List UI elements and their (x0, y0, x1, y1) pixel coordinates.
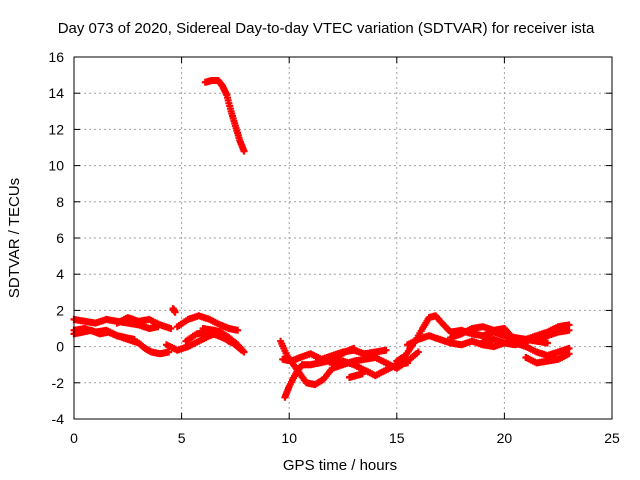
series-sat-q (447, 323, 515, 342)
x-tick-label: 20 (497, 430, 513, 446)
y-tick-label: -4 (52, 411, 65, 427)
series-sat-g (173, 312, 242, 334)
data-point (167, 325, 175, 332)
y-tick-label: -2 (52, 375, 65, 391)
data-point (238, 346, 246, 354)
data-point (404, 359, 412, 367)
data-point (382, 346, 390, 354)
y-tick-label: 16 (48, 49, 64, 65)
x-tick-label: 10 (281, 430, 297, 446)
y-tick-label: 6 (56, 230, 64, 246)
series-sat-n (346, 370, 366, 381)
data-point (171, 308, 179, 316)
y-tick-label: 8 (56, 194, 64, 210)
y-tick-label: 10 (48, 158, 64, 174)
series-sat-d (113, 314, 175, 332)
axis-ticks: 0 5 10 15 20 25 -4 -2 0 2 4 6 8 10 12 14 16 (48, 49, 620, 446)
y-tick-label: 0 (56, 339, 64, 355)
y-tick-label: 12 (48, 121, 64, 137)
x-tick-label: 25 (604, 430, 620, 446)
x-tick-label: 15 (389, 430, 405, 446)
series-sat-m (328, 357, 412, 380)
series-sat-high (201, 77, 248, 155)
series-sat-t (522, 350, 573, 367)
y-tick-label: 2 (56, 302, 64, 318)
series-sat-e (169, 305, 179, 316)
y-tick-label: 4 (56, 266, 64, 282)
x-axis-label: GPS time / hours (283, 457, 397, 474)
data-point (240, 147, 248, 155)
data-point (414, 348, 422, 356)
data-point (565, 321, 573, 329)
x-tick-label: 0 (70, 430, 78, 446)
data-point (234, 326, 242, 334)
series-sat-i (199, 325, 246, 354)
data-points (70, 77, 573, 401)
x-tick-label: 5 (178, 430, 186, 446)
data-point (165, 348, 173, 356)
data-point (543, 339, 551, 347)
data-point (130, 335, 138, 343)
y-tick-label: 14 (48, 85, 64, 101)
y-axis-label: SDTVAR / TECUs (6, 178, 23, 298)
chart-title: Day 073 of 2020, Sidereal Day-to-day VTE… (58, 20, 595, 37)
series-sat-l (279, 346, 390, 365)
data-point (507, 332, 515, 340)
data-point (358, 370, 366, 378)
series-sat-s (511, 339, 573, 360)
data-point (565, 350, 573, 358)
